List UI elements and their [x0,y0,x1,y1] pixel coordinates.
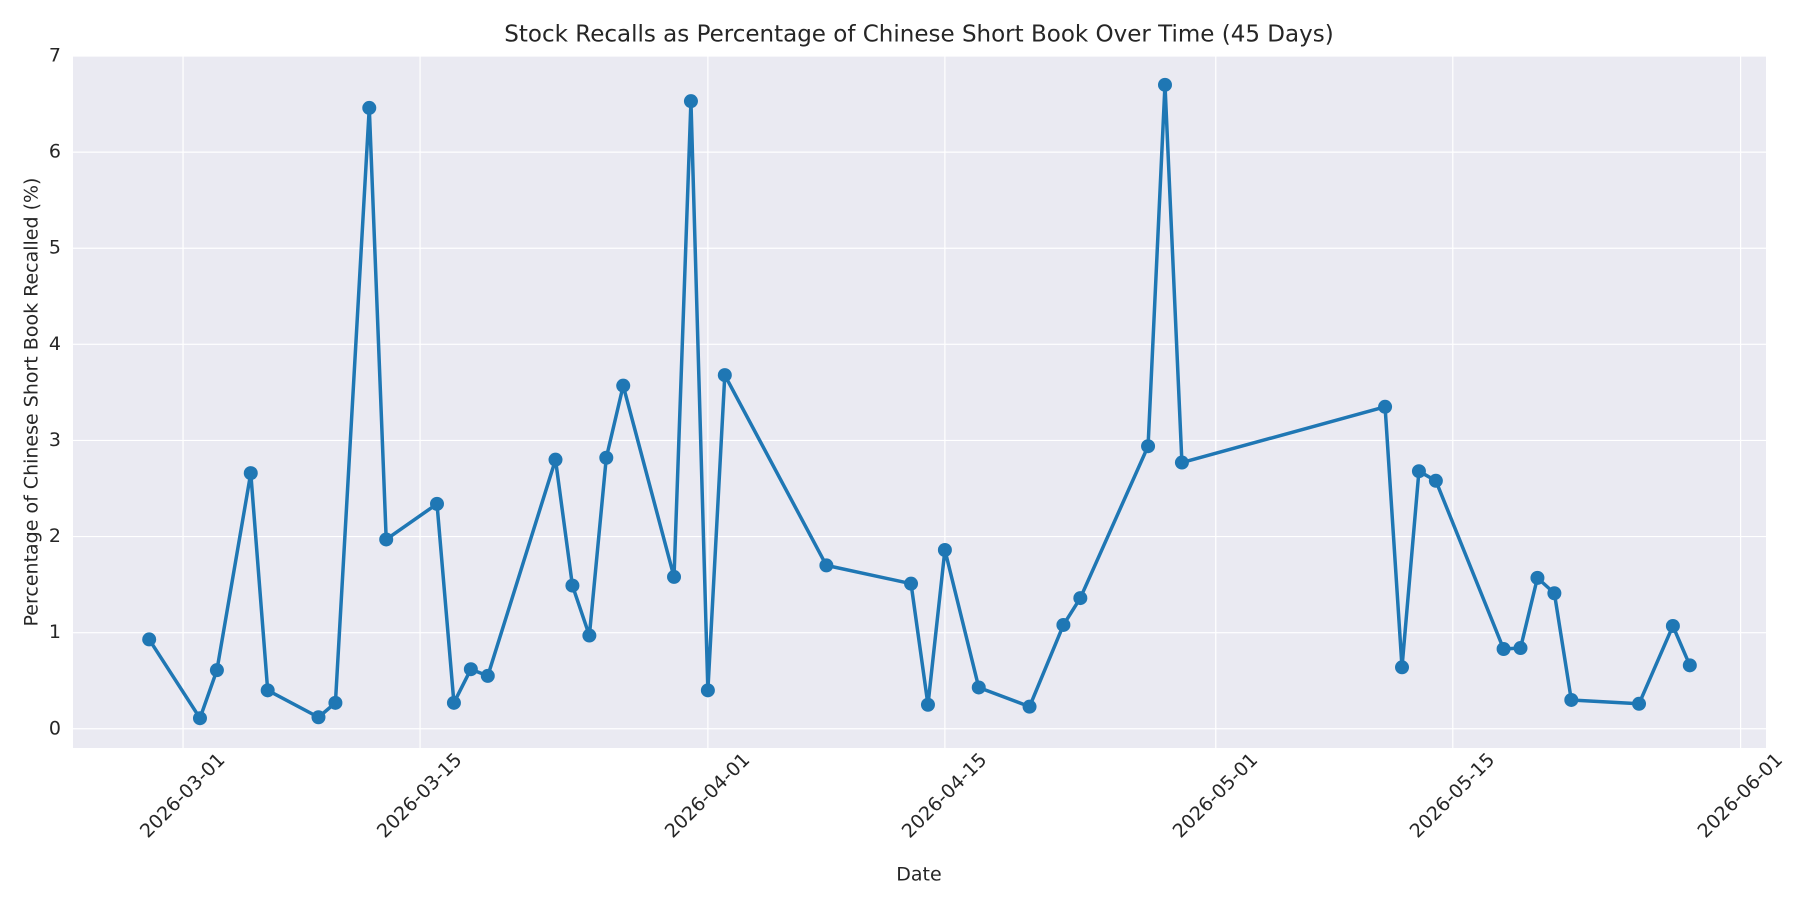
data-point [937,543,952,558]
data-point [1665,618,1680,633]
data-point [819,558,834,573]
x-tick-label: 2026-05-01 [1169,749,1263,843]
data-point [362,100,377,115]
data-point [1141,439,1156,454]
data-point [717,368,732,383]
data-point [616,378,631,393]
data-point [1513,641,1528,656]
data-point [700,683,715,698]
data-point [1056,617,1071,632]
data-point [1530,570,1545,585]
y-tick-label: 7 [49,45,61,67]
y-tick-label: 1 [49,621,61,643]
data-point [1395,660,1410,675]
data-point [683,94,698,109]
x-tick-label: 2026-03-01 [136,749,230,843]
data-point [260,683,275,698]
data-point [1428,473,1443,488]
data-point [209,663,224,678]
data-point [1022,699,1037,714]
data-point [311,710,326,725]
y-tick-label: 0 [49,717,61,739]
data-point [142,632,157,647]
data-point [1073,591,1088,606]
data-point [582,628,597,643]
data-point [565,578,580,593]
y-tick-label: 4 [49,333,61,355]
data-point [1547,586,1562,601]
data-point [1174,455,1189,470]
y-tick-label: 2 [49,525,61,547]
data-point [667,569,682,584]
data-point [192,711,207,726]
y-tick-label: 5 [49,237,61,259]
data-point [1682,658,1697,673]
data-point [920,697,935,712]
chart-title: Stock Recalls as Percentage of Chinese S… [504,22,1333,48]
x-tick-label: 2026-04-15 [898,749,992,843]
data-point [429,496,444,511]
data-point [548,452,563,467]
data-point [1496,642,1511,657]
data-point [480,668,495,683]
x-tick-label: 2026-03-15 [373,749,467,843]
x-tick-label: 2026-05-15 [1406,749,1500,843]
data-point [904,576,919,591]
data-point [379,532,394,547]
data-point [1411,464,1426,479]
y-tick-label: 3 [49,429,61,451]
data-point [243,466,258,481]
data-point [1378,399,1393,414]
data-point [1632,696,1647,711]
y-tick-label: 6 [49,141,61,163]
x-tick-label: 2026-06-01 [1693,749,1787,843]
data-point [328,695,343,710]
data-point [1157,77,1172,92]
x-axis-label: Date [896,864,941,886]
data-point [463,662,478,677]
data-point [599,450,614,465]
data-point [971,680,986,695]
data-point [446,695,461,710]
x-tick-label: 2026-04-01 [661,749,755,843]
y-axis-label: Percentage of Chinese Short Book Recalle… [21,178,43,627]
data-point [1564,692,1579,707]
